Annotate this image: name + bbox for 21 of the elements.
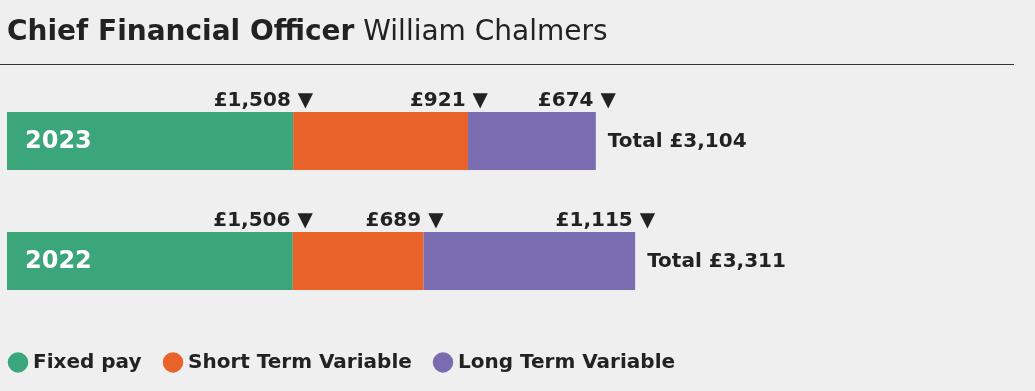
- y-tick-label: 2023: [25, 126, 92, 154]
- data-label: £1,508 ▼: [213, 87, 314, 111]
- legend-label: Long Term Variable: [458, 349, 676, 374]
- y-tick-label: 2022: [25, 246, 92, 274]
- data-label: £689 ▼: [365, 207, 445, 231]
- bar: [423, 232, 636, 290]
- total-label: Total £3,311: [647, 248, 786, 272]
- bar: [7, 232, 293, 290]
- legend-label: Short Term Variable: [188, 349, 412, 374]
- data-label: £921 ▼: [409, 87, 489, 111]
- bar: [467, 112, 596, 170]
- data-label: £1,506 ▼: [213, 207, 314, 231]
- legend-label: Fixed pay: [33, 349, 142, 374]
- data-label: £674 ▼: [537, 87, 617, 111]
- data-label: £1,115 ▼: [555, 207, 656, 231]
- total-label: Total £3,104: [607, 128, 747, 152]
- chart-subtitle: William Chalmers: [363, 14, 608, 47]
- bar: [293, 112, 468, 170]
- bar: [292, 232, 424, 290]
- bar: [7, 112, 294, 170]
- chart-title: Chief Financial Officer: [7, 14, 355, 47]
